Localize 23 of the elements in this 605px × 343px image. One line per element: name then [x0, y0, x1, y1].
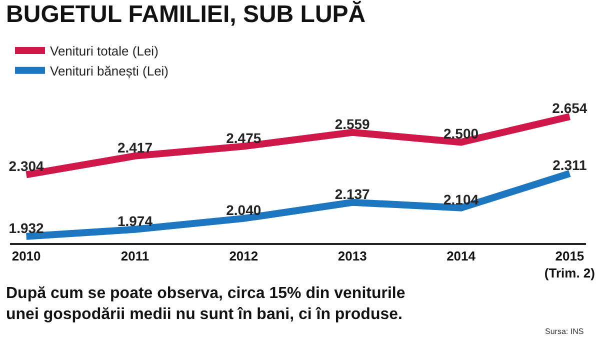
data-label: 2.559: [334, 116, 370, 132]
data-label: 2.654: [552, 100, 588, 116]
text: Sursa: INS: [545, 327, 584, 336]
data-label: 2.500: [443, 126, 479, 142]
data-label: 2.311: [552, 157, 588, 174]
legend-label: Venituri totale (Lei): [50, 44, 158, 59]
x-tick-label: 2014: [446, 248, 476, 264]
legend-label: Venituri bănești (Lei): [50, 63, 169, 78]
data-label: 2.304: [8, 158, 44, 174]
text: După cum se poate observa, circa 15% din veniturile unei gospodării medii nu sunt în bani, ci în produse.: [6, 285, 406, 323]
chart-title: BUGETUL FAMILIEI, SUB LUPĂ: [6, 0, 366, 28]
data-label: 2.104: [443, 191, 479, 208]
x-tick-label: 2012: [229, 248, 258, 264]
data-label: 1.932: [8, 220, 44, 236]
data-label: 1.974: [117, 212, 153, 229]
data-label: 2.475: [226, 130, 262, 146]
x-tick-label: 2015 (Trim. 2): [544, 248, 595, 280]
x-tick-label: 2010: [12, 248, 41, 264]
x-tick-label: 2011: [120, 248, 150, 264]
data-label: 2.417: [117, 139, 153, 156]
data-label: 2.137: [334, 186, 370, 202]
x-tick-label: 2013: [338, 248, 367, 264]
data-label: 2.040: [226, 202, 262, 218]
